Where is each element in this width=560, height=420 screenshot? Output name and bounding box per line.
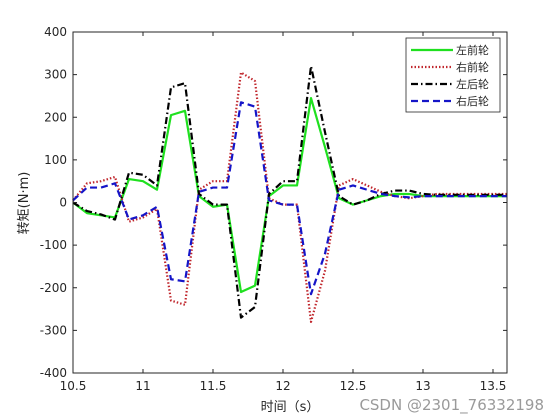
tick-layer: 10.5 11 11.5 12 12.5 13 13.5 -400 -300 -200 -100 0 1… (40, 25, 507, 393)
y-tick-label: 200 (44, 110, 67, 124)
x-tick-label: 11 (135, 379, 150, 393)
x-axis-label: 时间（s） (261, 400, 320, 415)
legend-label: 右后轮 (456, 94, 489, 108)
y-axis-label: 转矩(N·m) (17, 172, 32, 235)
y-tick-label: -100 (40, 238, 67, 252)
x-tick-label: 13.5 (480, 379, 507, 393)
x-tick-label: 11.5 (200, 379, 227, 393)
y-tick-label: 300 (44, 68, 67, 82)
x-tick-label: 12.5 (340, 379, 367, 393)
y-tick-label: 100 (44, 153, 67, 167)
series-line-3 (72, 64, 507, 319)
legend-label: 左后轮 (456, 77, 489, 91)
series-line-4 (72, 101, 507, 296)
y-tick-label: -200 (40, 281, 67, 295)
series-layer (72, 64, 507, 323)
watermark: CSDN @2301_76332198 (359, 396, 544, 414)
y-tick-label: -400 (40, 366, 67, 380)
y-tick-label: 400 (44, 25, 67, 39)
legend-label: 右前轮 (456, 60, 489, 74)
y-tick-label: -300 (40, 323, 67, 337)
legend-label: 左前轮 (456, 43, 489, 57)
x-tick-label: 10.5 (60, 379, 87, 393)
series-line-1 (72, 96, 507, 294)
x-tick-label: 13 (415, 379, 430, 393)
y-tick-label: 0 (59, 196, 67, 210)
x-tick-label: 12 (275, 379, 290, 393)
